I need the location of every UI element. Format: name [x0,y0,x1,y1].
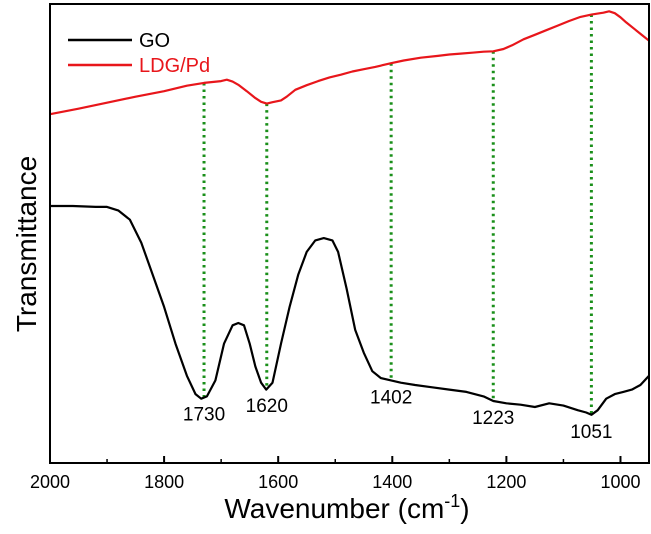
plot-frame [49,3,650,464]
series-line-1 [50,204,650,416]
x-axis-label-close: ) [460,493,469,524]
series-line-2 [49,10,650,116]
peak-annotations: 1730 1620 1402 1223 1051 [183,387,613,442]
peak-label: 1223 [472,408,514,429]
legend: GO LDG/Pd [68,30,210,77]
x-tick-label: 1800 [144,472,184,492]
peak-label: 1620 [246,396,288,417]
x-tick-label: 1600 [258,472,298,492]
x-tick-label: 2000 [30,472,70,492]
x-axis-label-superscript: -1 [444,491,460,511]
x-tick-label: 1200 [486,472,526,492]
x-axis-label: Wavenumber (cm-1) [224,491,469,524]
peak-label: 1051 [570,422,612,443]
legend-label: GO [139,30,170,52]
x-tick-label: 1000 [600,472,640,492]
x-axis-ticks: 2000 1800 1600 1400 1200 1000 [30,456,640,492]
guide-lines [202,14,593,415]
x-axis-label-main: Wavenumber (cm [224,493,444,524]
x-tick-label: 1400 [372,472,412,492]
y-axis-label: Transmittance [11,156,42,332]
peak-label: 1730 [183,405,225,426]
peak-label: 1402 [370,387,412,408]
legend-label: LDG/Pd [139,55,210,77]
series-lines [49,10,650,416]
